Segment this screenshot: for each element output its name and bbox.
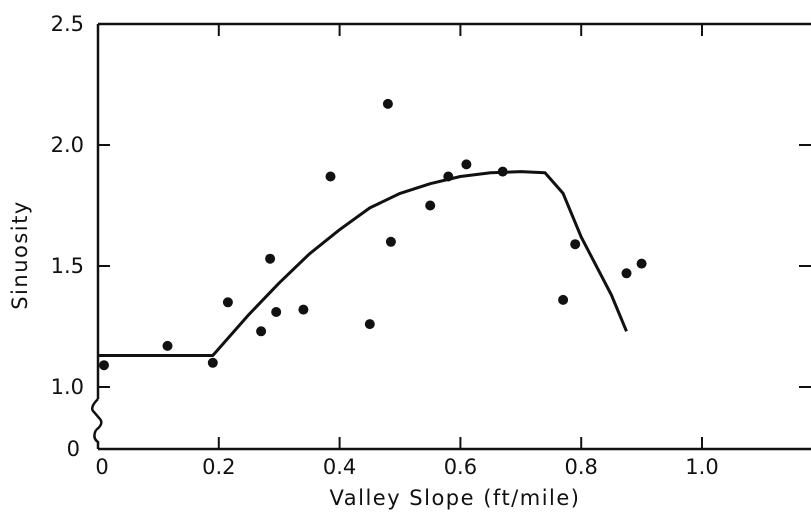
y-axis-line-lower xyxy=(93,429,100,449)
data-point xyxy=(271,307,282,317)
y-tick-label: 1.5 xyxy=(51,254,84,278)
trend-curve-layer xyxy=(98,170,628,357)
data-point xyxy=(99,360,109,371)
y-axis-title: Sinuosity xyxy=(8,200,32,310)
y-tick-label: 1.0 xyxy=(51,375,84,399)
data-point xyxy=(382,98,393,109)
y-axis-break-mark xyxy=(90,398,103,431)
x-tick-label: 0 xyxy=(95,455,108,479)
tick-labels: 0 0.2 0.4 0.6 0.8 1.0 0 1.0 1.5 2.0 2.5 xyxy=(51,12,719,479)
x-tick-label: 0.6 xyxy=(444,455,477,479)
data-point xyxy=(497,166,508,177)
data-point xyxy=(298,304,309,315)
data-point xyxy=(425,200,436,211)
data-point xyxy=(256,326,267,337)
x-tick-label: 1.0 xyxy=(685,455,718,479)
x-tick-label: 0.8 xyxy=(564,455,597,479)
data-point xyxy=(621,268,632,279)
data-point xyxy=(364,319,375,330)
trend-curve xyxy=(98,170,628,357)
data-point xyxy=(385,236,396,247)
y-tick-label: 0 xyxy=(67,437,80,461)
y-tick-label: 2.0 xyxy=(51,133,84,157)
data-point xyxy=(207,357,218,368)
data-point xyxy=(222,297,233,308)
axis-ticks xyxy=(98,23,811,449)
data-point xyxy=(636,258,647,269)
plot-frame xyxy=(90,22,811,451)
data-point xyxy=(325,171,336,182)
x-tick-label: 0.2 xyxy=(202,455,235,479)
data-point xyxy=(558,294,569,305)
y-tick-label: 2.5 xyxy=(51,12,84,36)
data-point xyxy=(461,159,472,170)
data-point xyxy=(265,253,276,264)
data-points-layer xyxy=(99,98,647,371)
data-point xyxy=(570,239,581,250)
data-point xyxy=(162,340,173,351)
data-point xyxy=(443,171,454,182)
x-tick-label: 0.4 xyxy=(323,455,356,479)
x-axis-title: Valley Slope (ft/mile) xyxy=(330,486,581,510)
